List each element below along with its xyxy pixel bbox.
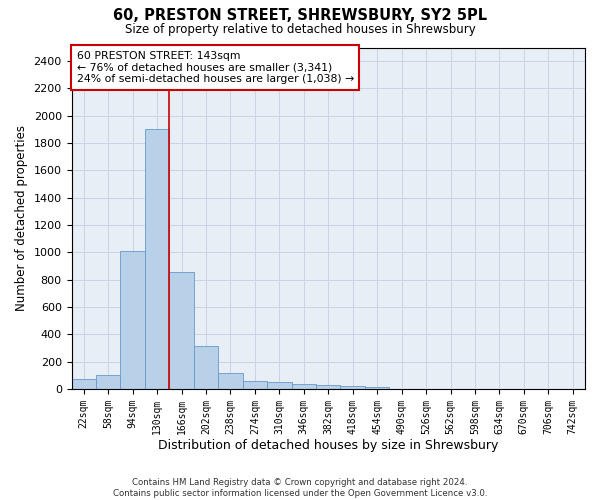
Bar [121,251,145,389]
Bar [218,372,242,389]
Bar [340,386,365,389]
Bar [71,378,96,389]
Bar [365,386,389,389]
Bar [267,382,292,389]
Bar [292,384,316,389]
Bar [242,382,267,389]
Text: Size of property relative to detached houses in Shrewsbury: Size of property relative to detached ho… [125,22,475,36]
Bar [96,376,121,389]
X-axis label: Distribution of detached houses by size in Shrewsbury: Distribution of detached houses by size … [158,440,499,452]
Text: 60 PRESTON STREET: 143sqm
← 76% of detached houses are smaller (3,341)
24% of se: 60 PRESTON STREET: 143sqm ← 76% of detac… [77,51,354,84]
Bar [194,346,218,389]
Text: 60, PRESTON STREET, SHREWSBURY, SY2 5PL: 60, PRESTON STREET, SHREWSBURY, SY2 5PL [113,8,487,22]
Bar [145,130,169,389]
Y-axis label: Number of detached properties: Number of detached properties [15,125,28,311]
Bar [169,272,194,389]
Bar [316,385,340,389]
Text: Contains HM Land Registry data © Crown copyright and database right 2024.
Contai: Contains HM Land Registry data © Crown c… [113,478,487,498]
